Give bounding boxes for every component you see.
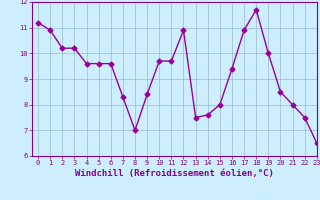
X-axis label: Windchill (Refroidissement éolien,°C): Windchill (Refroidissement éolien,°C)	[75, 169, 274, 178]
